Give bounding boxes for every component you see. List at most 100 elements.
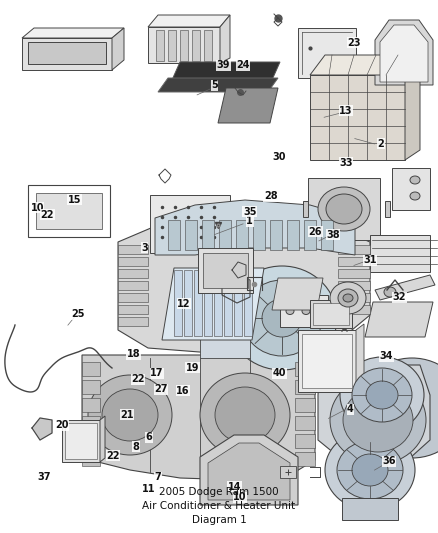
Polygon shape [375,275,435,300]
Bar [203,253,248,288]
Ellipse shape [325,430,415,510]
Polygon shape [158,78,278,92]
Text: 35: 35 [243,207,256,216]
Ellipse shape [102,389,158,441]
Polygon shape [202,220,214,250]
Polygon shape [118,317,148,326]
Polygon shape [224,270,232,336]
Ellipse shape [286,308,294,314]
Text: 25: 25 [71,310,85,319]
Polygon shape [253,220,265,250]
Ellipse shape [358,358,438,458]
Text: 4: 4 [347,405,354,414]
Bar [298,330,356,392]
Polygon shape [218,88,278,123]
Polygon shape [118,257,148,266]
Text: 31: 31 [364,255,377,265]
Polygon shape [338,305,370,314]
Text: 19: 19 [186,363,199,373]
Bar [65,423,97,459]
Polygon shape [338,293,370,302]
Bar [313,303,349,325]
Polygon shape [338,281,370,290]
Polygon shape [112,28,124,70]
Polygon shape [194,270,202,336]
Polygon shape [185,220,197,250]
Polygon shape [168,220,180,250]
Polygon shape [214,270,222,336]
Text: 18: 18 [127,350,141,359]
Text: 14: 14 [228,482,241,491]
Polygon shape [118,281,148,290]
Polygon shape [219,220,231,250]
Text: 1: 1 [246,216,253,226]
Ellipse shape [200,373,290,457]
Text: 37: 37 [37,472,50,482]
Polygon shape [82,398,100,412]
Bar [198,248,253,293]
Bar [28,42,106,64]
Polygon shape [295,380,315,394]
Text: 10: 10 [31,203,44,213]
Polygon shape [118,293,148,302]
Polygon shape [118,218,370,355]
Ellipse shape [338,289,358,307]
Polygon shape [295,362,315,376]
Text: 8: 8 [132,442,139,451]
Ellipse shape [343,388,413,452]
Text: 26: 26 [309,227,322,237]
Polygon shape [365,302,433,337]
Ellipse shape [330,376,426,464]
Ellipse shape [302,308,310,314]
Bar [298,28,356,78]
Polygon shape [356,324,364,392]
Text: 21: 21 [120,410,134,419]
Bar [62,420,100,462]
Bar [308,178,380,240]
Text: 20: 20 [56,421,69,430]
Ellipse shape [88,375,172,455]
Text: 30: 30 [273,152,286,162]
Polygon shape [236,220,248,250]
Bar [280,466,296,478]
Ellipse shape [410,192,420,200]
Bar [303,201,308,217]
Polygon shape [184,270,192,336]
Polygon shape [380,25,428,82]
Text: 39: 39 [217,60,230,70]
Polygon shape [192,30,200,61]
Polygon shape [155,200,355,255]
Ellipse shape [410,176,420,184]
Bar [280,295,328,327]
Ellipse shape [366,381,398,409]
Polygon shape [118,245,148,254]
Bar [150,195,230,253]
Ellipse shape [343,294,353,302]
Polygon shape [82,416,100,430]
Polygon shape [32,418,52,440]
Polygon shape [295,398,315,412]
Text: 13: 13 [339,106,353,116]
Bar [36,193,102,229]
Polygon shape [82,362,100,376]
Ellipse shape [227,266,337,370]
Polygon shape [200,435,298,505]
Text: 2: 2 [378,139,385,149]
Text: 23: 23 [347,38,360,47]
Text: 28: 28 [264,191,278,201]
Text: 2005 Dodge Ram 1500
Air Conditioner & Heater Unit
Diagram 1: 2005 Dodge Ram 1500 Air Conditioner & He… [142,487,296,525]
Polygon shape [287,220,299,250]
Text: 40: 40 [273,368,286,378]
Polygon shape [295,452,315,466]
Polygon shape [204,30,212,61]
Polygon shape [172,62,280,80]
Ellipse shape [352,454,388,486]
Text: 6: 6 [145,432,152,442]
Polygon shape [234,270,242,336]
Ellipse shape [337,441,403,499]
Bar [28,185,110,237]
Bar [370,235,430,272]
Text: 38: 38 [326,230,340,239]
Text: 3: 3 [141,243,148,253]
Text: 33: 33 [339,158,353,167]
